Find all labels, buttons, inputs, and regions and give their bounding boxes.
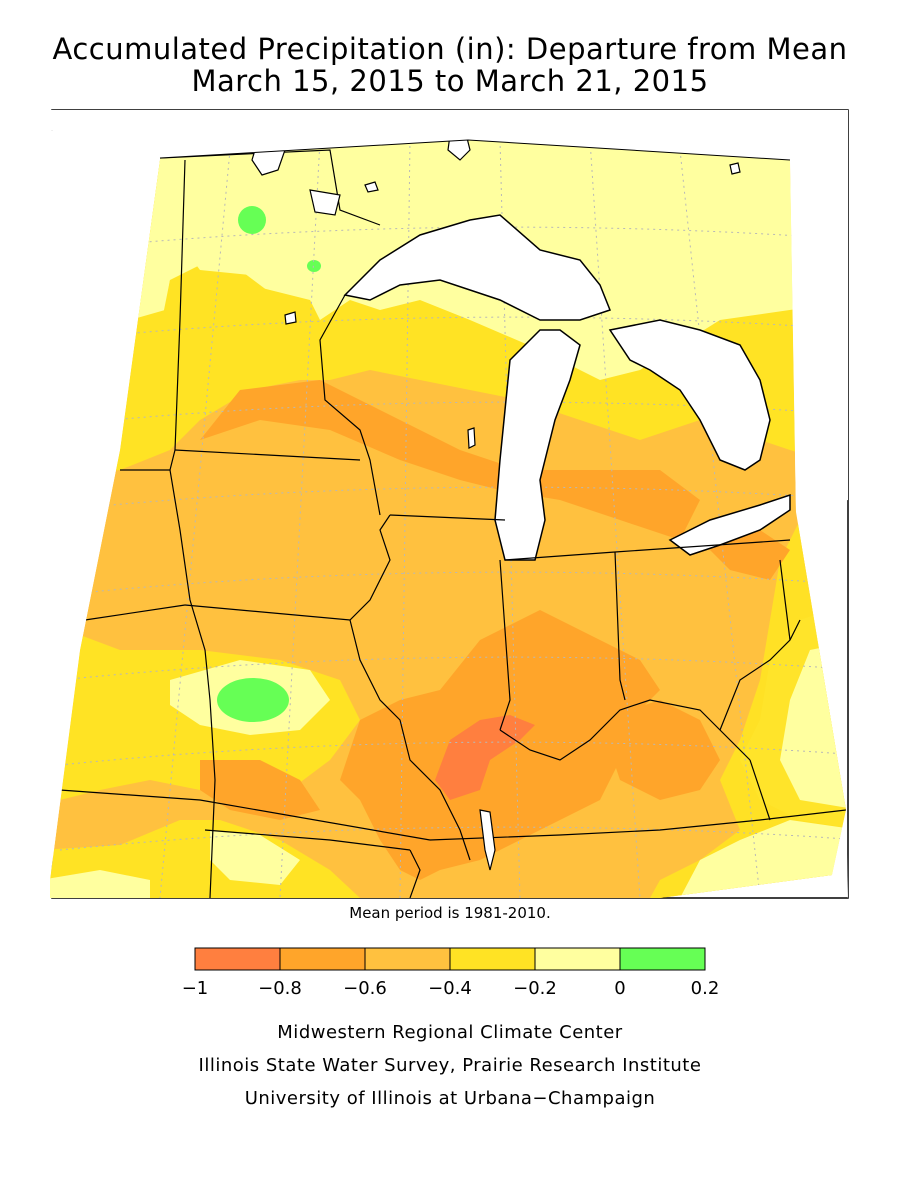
legend-swatch bbox=[619, 947, 706, 971]
legend-tick-label: 0 bbox=[614, 978, 625, 999]
domain-edge bbox=[159, 139, 791, 161]
credit-line-1: Midwestern Regional Climate Center bbox=[277, 1022, 623, 1043]
map-title: Accumulated Precipitation (in): Departur… bbox=[52, 32, 848, 66]
outside-domain-top bbox=[50, 110, 848, 512]
map-date-range: March 15, 2015 to March 21, 2015 bbox=[191, 64, 709, 98]
legend-swatch bbox=[364, 947, 451, 971]
credit-line-3: University of Illinois at Urbana−Champai… bbox=[244, 1088, 656, 1109]
lake-michigan bbox=[494, 329, 581, 561]
legend-tick-label: −0.2 bbox=[513, 978, 557, 999]
legend-swatch bbox=[279, 947, 366, 971]
credit-line-2: Illinois State Water Survey, Prairie Res… bbox=[198, 1055, 702, 1076]
legend-tick-label: −0.8 bbox=[258, 978, 302, 999]
state-boundaries bbox=[59, 149, 846, 898]
legend-tick-label: −1 bbox=[182, 978, 209, 999]
great-lakes bbox=[343, 214, 791, 561]
lake-huron bbox=[608, 319, 771, 471]
legend-tick-label: −0.4 bbox=[428, 978, 472, 999]
legend-tick-label: 0.2 bbox=[691, 978, 720, 999]
legend-swatch bbox=[194, 947, 281, 971]
lake-erie bbox=[668, 493, 791, 556]
outside-domain-se bbox=[832, 810, 848, 898]
legend-tick-label: −0.6 bbox=[343, 978, 387, 999]
legend-swatch bbox=[534, 947, 621, 971]
outside-domain-west bbox=[50, 130, 160, 898]
mean-period-note: Mean period is 1981-2010. bbox=[349, 904, 551, 922]
lake-superior bbox=[343, 214, 611, 321]
legend-swatch bbox=[449, 947, 536, 971]
